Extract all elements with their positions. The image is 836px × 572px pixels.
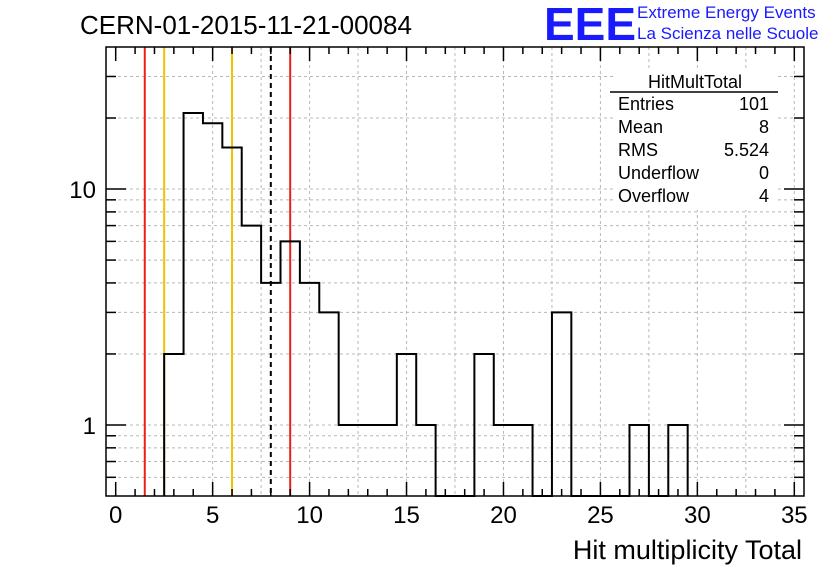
- histogram-outline: [163, 112, 689, 497]
- y-tick-labels: 1 10: [69, 177, 96, 440]
- stats-box: HitMultTotal Entries 101 Mean 8 RMS 5.52…: [610, 70, 778, 210]
- axis-ticks: [106, 47, 804, 496]
- stats-value-entries: 101: [739, 94, 769, 114]
- x-tick-label: 15: [393, 502, 420, 529]
- plot-frame: [105, 46, 805, 497]
- x-tick-label: 5: [206, 502, 219, 529]
- chart-title: CERN-01-2015-11-21-00084: [80, 10, 412, 40]
- x-tick-label: 10: [296, 502, 323, 529]
- x-axis-title: Hit multiplicity Total: [573, 535, 802, 565]
- stats-value-underflow: 0: [759, 163, 769, 183]
- stats-label-rms: RMS: [618, 140, 658, 160]
- eee-logo-line1: Extreme Energy Events: [637, 3, 816, 22]
- stats-label-entries: Entries: [618, 94, 674, 114]
- x-tick-label: 35: [781, 502, 808, 529]
- stats-label-mean: Mean: [618, 117, 663, 137]
- eee-logo: EEE Extreme Energy Events La Scienza nel…: [544, 0, 818, 50]
- stats-value-rms: 5.524: [724, 140, 769, 160]
- stats-label-underflow: Underflow: [618, 163, 700, 183]
- stats-box-bg: [614, 70, 778, 210]
- x-tick-label: 0: [109, 502, 122, 529]
- x-tick-label: 30: [684, 502, 711, 529]
- x-tick-label: 25: [587, 502, 614, 529]
- x-tick-label: 20: [490, 502, 517, 529]
- marker-lines: [143, 47, 292, 496]
- eee-logo-line2: La Scienza nelle Scuole: [637, 24, 818, 43]
- stats-value-mean: 8: [759, 117, 769, 137]
- stats-label-overflow: Overflow: [618, 186, 690, 206]
- x-tick-labels: 0 5 10 15 20 25 30 35: [109, 502, 808, 529]
- y-tick-label: 1: [83, 413, 96, 440]
- stats-box-name: HitMultTotal: [648, 72, 742, 92]
- y-tick-label: 10: [69, 177, 96, 204]
- eee-logo-mark: EEE: [544, 0, 636, 50]
- stats-value-overflow: 4: [759, 186, 769, 206]
